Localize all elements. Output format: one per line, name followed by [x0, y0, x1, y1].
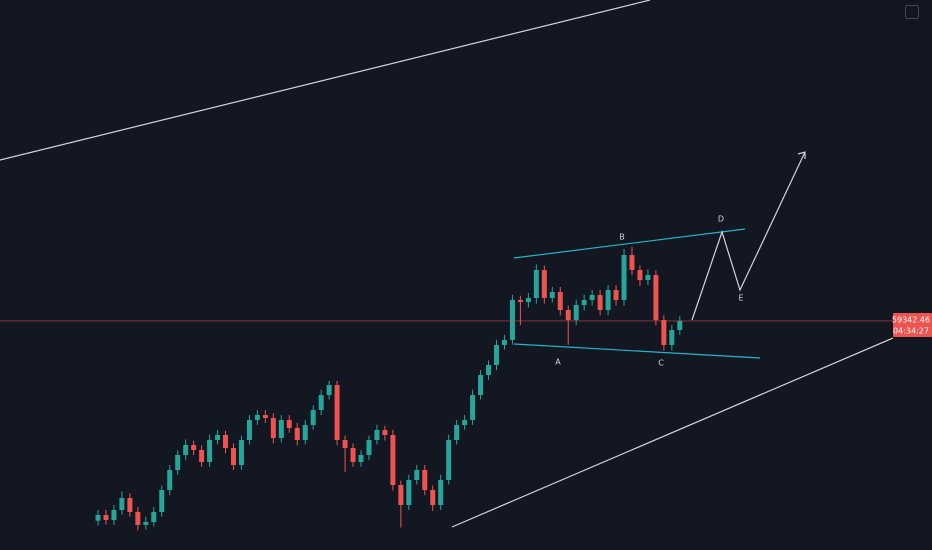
- candle-body: [422, 470, 428, 490]
- candle-body: [581, 299, 587, 305]
- candle-body: [605, 290, 611, 311]
- candle-body: [597, 294, 603, 311]
- channel-line: [513, 343, 761, 359]
- candle-body: [159, 489, 165, 512]
- candle-body: [262, 414, 268, 418]
- candle-body: [246, 419, 252, 440]
- candle-body: [525, 298, 531, 303]
- candle-body: [334, 385, 340, 440]
- channel-line: [513, 228, 746, 259]
- candle-body: [191, 444, 197, 450]
- candle-body: [557, 291, 563, 311]
- candle-body: [573, 304, 579, 321]
- wave-label: D: [718, 215, 724, 224]
- candle-body: [302, 425, 308, 440]
- candle-body: [430, 489, 436, 506]
- candle-body: [215, 435, 221, 440]
- candle-body: [661, 320, 667, 345]
- candle-body: [669, 330, 675, 345]
- candle-body: [350, 448, 356, 462]
- candle-body: [119, 497, 125, 511]
- candle-body: [613, 290, 619, 300]
- candle-body: [358, 454, 364, 462]
- candle-body: [230, 448, 236, 466]
- candle-body: [207, 440, 213, 462]
- candle-body: [494, 344, 499, 366]
- candle-body: [549, 291, 555, 299]
- trend-line: [451, 337, 894, 528]
- candle-body: [486, 365, 492, 375]
- candle-body: [621, 255, 627, 300]
- countdown-label: 04:34:27: [893, 326, 929, 335]
- candle-body: [183, 444, 189, 455]
- candle-body: [238, 440, 244, 466]
- arrow-head: [797, 151, 806, 159]
- candle-body: [390, 435, 396, 485]
- wave-label: A: [555, 358, 561, 367]
- price-tag-label: 59342.46: [892, 315, 930, 324]
- candle-body: [199, 449, 205, 462]
- candle-body: [645, 275, 651, 281]
- candle-body: [318, 395, 324, 410]
- price-tag: [893, 312, 932, 337]
- candle-body: [151, 511, 157, 523]
- candle-body: [342, 440, 348, 449]
- candle-body: [143, 522, 149, 525]
- settings-icon[interactable]: [905, 5, 919, 19]
- candle-body: [103, 514, 109, 520]
- candle-body: [223, 435, 229, 449]
- candle-body: [167, 470, 173, 490]
- candle-body: [278, 419, 284, 439]
- candle-body: [254, 414, 260, 420]
- candle-body: [501, 339, 507, 345]
- candle-body: [637, 269, 643, 281]
- candle-body: [470, 395, 476, 420]
- candle-body: [95, 514, 101, 521]
- candle-body: [111, 510, 117, 520]
- candles: [95, 246, 683, 531]
- candle-body: [374, 430, 380, 440]
- wave-label: C: [658, 359, 664, 368]
- candle-body: [478, 374, 484, 396]
- candle-body: [127, 497, 133, 512]
- candle-body: [135, 511, 141, 525]
- candle-body: [438, 479, 444, 506]
- candle-body: [462, 419, 468, 426]
- candle-body: [294, 427, 300, 440]
- candle-body: [509, 299, 515, 340]
- candle-body: [310, 409, 316, 426]
- trend-line: [0, 0, 651, 161]
- candle-body: [541, 269, 547, 299]
- candle-body: [446, 440, 452, 480]
- candle-body: [326, 385, 332, 396]
- candle-body: [653, 275, 659, 321]
- wave-label: B: [619, 233, 625, 242]
- candle-body: [677, 320, 683, 330]
- candle-body: [517, 299, 523, 303]
- candle-body: [398, 484, 404, 506]
- candle-body: [286, 419, 292, 428]
- candle-body: [175, 454, 181, 471]
- candle-body: [270, 418, 276, 439]
- candle-body: [565, 310, 571, 321]
- candle-body: [366, 440, 372, 455]
- wave-label: E: [738, 294, 743, 303]
- candle-body: [533, 269, 539, 299]
- candle-body: [629, 255, 635, 270]
- candle-body: [589, 294, 595, 300]
- candle-body: [454, 425, 460, 440]
- projection-path: [691, 151, 806, 321]
- candle-body: [414, 470, 420, 480]
- candle-body: [382, 430, 388, 436]
- candle-body: [406, 479, 412, 506]
